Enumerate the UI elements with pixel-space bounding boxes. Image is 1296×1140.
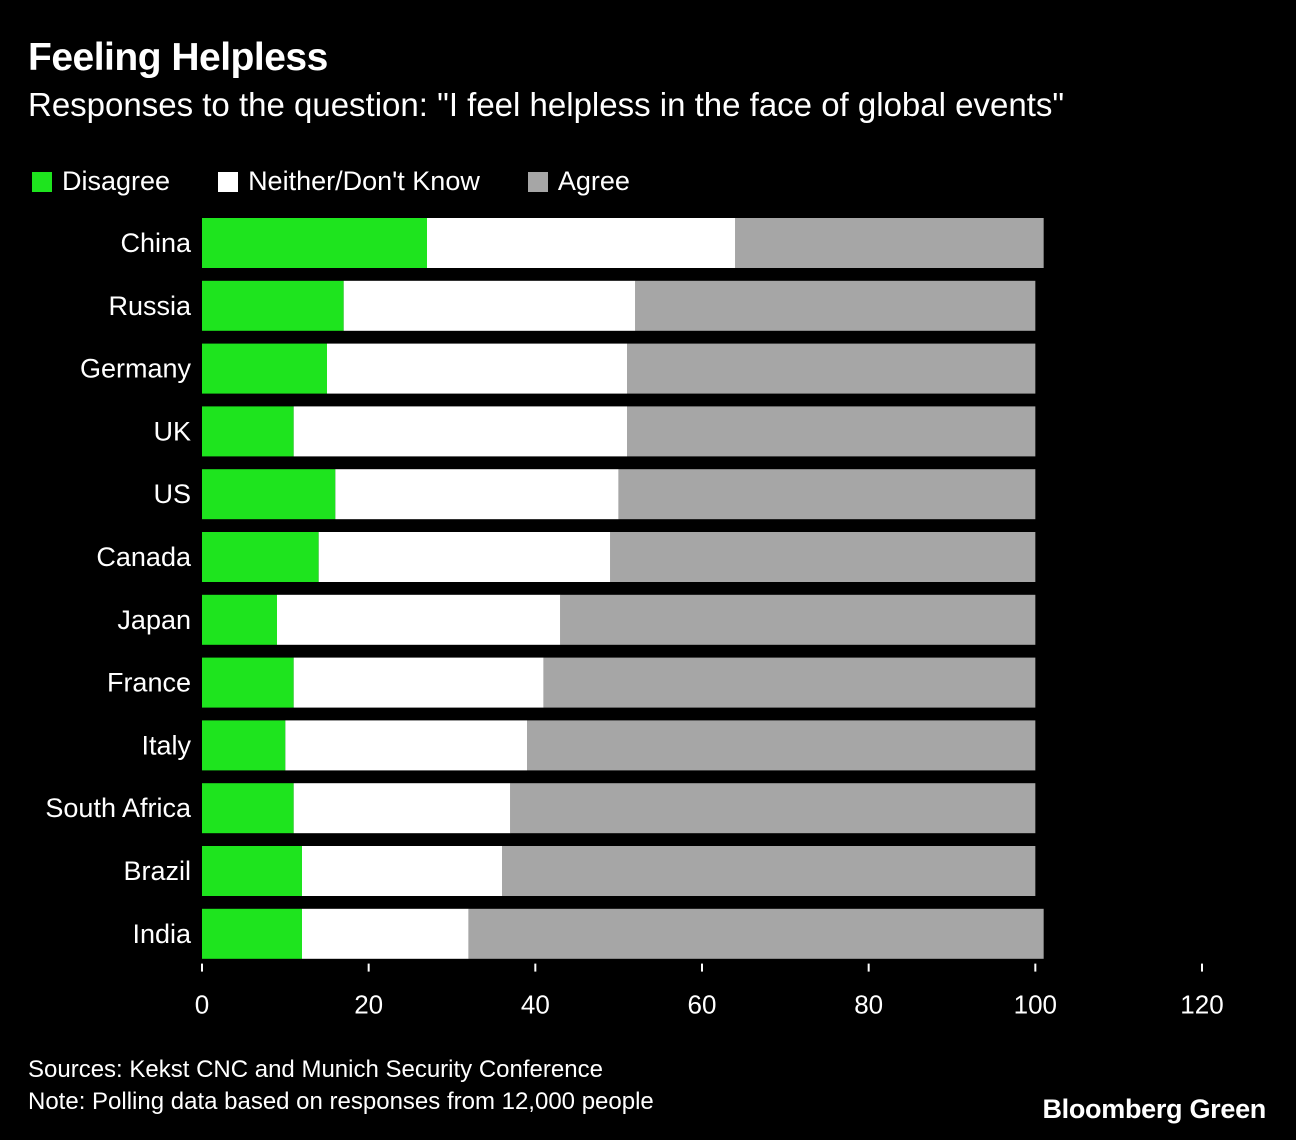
category-label-uk: UK <box>153 416 191 446</box>
bar-france-disagree <box>202 657 294 708</box>
bar-brazil-disagree <box>202 846 302 896</box>
category-label-china: China <box>120 228 192 258</box>
bar-france-neither-don-t-know <box>293 657 544 708</box>
footer: Sources: Kekst CNC and Munich Security C… <box>28 1054 654 1118</box>
legend-label-agree: Agree <box>557 166 630 196</box>
legend-swatch-agree <box>527 171 548 192</box>
legend: Disagree Neither/Don't Know Agree <box>32 166 678 197</box>
bar-canada-agree <box>610 532 1036 582</box>
bar-germany-agree <box>627 343 1036 394</box>
x-tick-label-40: 40 <box>521 990 550 1020</box>
x-tick-label-20: 20 <box>354 990 383 1020</box>
bar-us-disagree <box>202 469 336 520</box>
x-tick-label-80: 80 <box>854 990 883 1020</box>
category-label-brazil: Brazil <box>123 856 191 886</box>
bar-china-neither-don-t-know <box>427 218 736 268</box>
bar-japan-agree <box>560 594 1036 645</box>
bar-india-disagree <box>202 908 302 959</box>
bloomberg-green-logo: Bloomberg Green <box>1042 1094 1266 1124</box>
stacked-bar-chart: China Russia Germany UK US Canada Japan France I… <box>45 218 1224 1020</box>
legend-swatch-neither <box>218 171 239 192</box>
bar-uk-disagree <box>202 406 294 457</box>
polling-note: Note: Polling data based on responses fr… <box>28 1088 654 1115</box>
bar-italy-disagree <box>202 720 286 771</box>
category-label-russia: Russia <box>108 291 192 321</box>
legend-item-agree: Agree <box>527 166 630 197</box>
bar-south-africa-disagree <box>202 783 294 834</box>
bar-germany-neither-don-t-know <box>327 343 627 394</box>
x-tick-label-0: 0 <box>195 990 209 1020</box>
category-label-us: US <box>153 479 191 509</box>
category-label-japan: Japan <box>117 605 191 635</box>
legend-item-disagree: Disagree <box>32 166 170 197</box>
bar-us-neither-don-t-know <box>335 469 619 520</box>
x-tick-label-60: 60 <box>688 990 717 1020</box>
category-label-canada: Canada <box>96 542 192 572</box>
bar-italy-agree <box>527 720 1036 771</box>
x-tick-label-100: 100 <box>1014 990 1057 1020</box>
bar-canada-disagree <box>202 532 319 582</box>
bar-uk-agree <box>627 406 1036 457</box>
bar-france-agree <box>543 657 1036 708</box>
bar-russia-agree <box>635 280 1036 331</box>
bar-japan-neither-don-t-know <box>277 594 561 645</box>
bar-russia-neither-don-t-know <box>343 280 636 331</box>
legend-label-disagree: Disagree <box>62 166 171 196</box>
x-tick-label-120: 120 <box>1180 990 1223 1020</box>
bar-south-africa-agree <box>510 783 1036 834</box>
category-label-france: France <box>107 668 191 698</box>
chart-subtitle: Responses to the question: "I feel helpl… <box>28 86 1065 123</box>
bar-uk-neither-don-t-know <box>293 406 627 457</box>
category-label-germany: Germany <box>80 354 192 384</box>
bar-us-agree <box>618 469 1036 520</box>
bar-brazil-neither-don-t-know <box>302 846 502 896</box>
bar-south-africa-neither-don-t-know <box>293 783 511 834</box>
bar-china-disagree <box>202 218 427 268</box>
bar-japan-disagree <box>202 594 277 645</box>
bar-india-neither-don-t-know <box>302 908 469 959</box>
category-label-italy: Italy <box>141 730 191 760</box>
legend-item-neither: Neither/Don't Know <box>218 166 480 197</box>
bar-germany-disagree <box>202 343 327 394</box>
sources-note: Sources: Kekst CNC and Munich Security C… <box>28 1056 603 1083</box>
chart-title: Feeling Helpless <box>28 36 328 79</box>
bar-india-agree <box>468 908 1044 959</box>
legend-swatch-disagree <box>32 171 52 192</box>
bar-italy-neither-don-t-know <box>285 720 527 771</box>
bar-brazil-agree <box>502 846 1036 896</box>
bar-canada-neither-don-t-know <box>318 532 611 582</box>
legend-label-neither: Neither/Don't Know <box>248 166 480 196</box>
category-label-south-africa: South Africa <box>45 793 192 823</box>
bar-china-agree <box>735 218 1044 268</box>
category-label-india: India <box>132 919 192 949</box>
bar-russia-disagree <box>202 280 344 331</box>
